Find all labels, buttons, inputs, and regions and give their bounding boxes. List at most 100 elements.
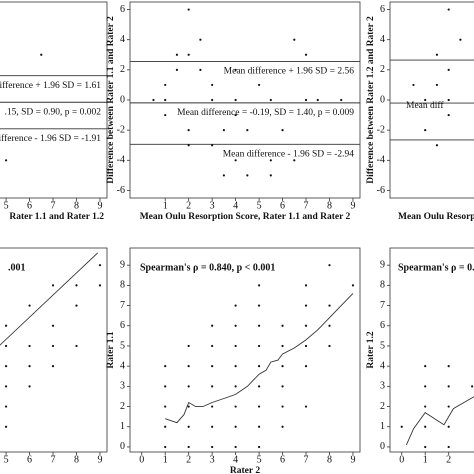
- data-point: [447, 98, 450, 102]
- y-tick-label: 7: [120, 300, 125, 311]
- data-point: [304, 344, 308, 348]
- y-tick-label: 3: [380, 381, 385, 392]
- y-tick-label: -4: [377, 155, 385, 166]
- panel: 1 2 3 4 5 6 7 8 9 -6 -4 -2 0 2 4 6 Mean difference + 1.9…: [106, 1, 361, 222]
- data-point: [40, 53, 43, 56]
- data-point: [187, 144, 190, 147]
- data-point: [447, 113, 450, 117]
- y-tick-label: 4: [380, 360, 385, 371]
- data-point: [4, 344, 8, 348]
- x-axis-label: Mean Oulu Resorption Score, Rater 1.1 an…: [140, 212, 351, 222]
- x-tick-label: 6: [27, 200, 32, 211]
- data-point: [175, 68, 179, 71]
- data-point: [234, 324, 237, 327]
- data-point: [187, 385, 190, 388]
- x-tick-label: 0: [399, 454, 404, 465]
- fit-curve: [0, 252, 98, 346]
- data-point: [340, 98, 343, 102]
- data-point: [304, 98, 308, 102]
- data-point: [447, 8, 450, 11]
- data-point: [246, 174, 249, 177]
- data-point: [400, 425, 403, 428]
- data-point: [281, 365, 284, 368]
- data-point: [211, 344, 214, 348]
- data-point: [211, 385, 214, 388]
- data-point: [447, 405, 450, 408]
- data-point: [459, 38, 462, 41]
- plot-frame: [389, 1, 474, 199]
- data-point: [471, 385, 474, 388]
- data-point: [281, 324, 284, 327]
- data-point: [28, 385, 31, 388]
- y-tick-label: -2: [117, 124, 125, 135]
- x-tick-label: 2: [186, 200, 191, 211]
- data-point: [304, 304, 308, 307]
- y-tick-label: 5: [380, 340, 385, 351]
- reference-label: .15, SD = 0.90, p = 0.002: [5, 107, 102, 117]
- data-point: [234, 425, 237, 428]
- y-axis-label: Rater 1.1: [106, 331, 116, 369]
- data-point: [447, 365, 450, 368]
- data-point: [304, 53, 308, 56]
- data-point: [269, 98, 272, 102]
- fit-curve: [405, 396, 474, 446]
- data-point: [187, 365, 190, 368]
- data-point: [4, 324, 8, 327]
- x-tick-label: 6: [27, 454, 32, 465]
- panel: -6 -4 -2 0 2 4 6 Mean diff Mean Oulu Resorp Diffe…: [366, 1, 474, 222]
- x-tick-label: 7: [51, 454, 56, 465]
- x-tick-label: 1: [163, 454, 168, 465]
- data-point: [281, 129, 284, 132]
- y-tick-label: 1: [380, 421, 385, 432]
- data-point: [447, 425, 450, 428]
- x-tick-label: 9: [350, 454, 355, 465]
- reference-label: ifference + 1.96 SD = 1.61: [0, 80, 101, 91]
- y-axis-label: Difference between Rater 1.2 and Rater 2: [366, 16, 376, 184]
- data-point: [98, 264, 102, 267]
- data-point: [211, 445, 214, 449]
- fit-curve: [165, 293, 354, 424]
- data-point: [164, 113, 167, 117]
- data-point: [304, 365, 308, 368]
- data-point: [234, 445, 237, 449]
- panel: 5 6 7 8 9 .001: [0, 247, 108, 465]
- data-point: [424, 445, 427, 449]
- data-point: [164, 385, 167, 388]
- y-tick-label: 2: [380, 64, 385, 75]
- y-tick-label: -2: [377, 124, 385, 135]
- data-point: [447, 445, 450, 449]
- data-point: [257, 324, 261, 327]
- data-point: [234, 344, 237, 348]
- data-point: [211, 98, 214, 102]
- x-tick-label: 8: [327, 454, 332, 465]
- data-point: [257, 405, 261, 408]
- data-point: [199, 38, 202, 41]
- x-tick-label: 2: [186, 454, 191, 465]
- data-point: [246, 129, 249, 132]
- data-point: [447, 385, 450, 388]
- x-tick-label: 5: [4, 200, 9, 211]
- reference-label: Mean difference = -0.19, SD = 1.40, p = …: [177, 107, 354, 118]
- data-point: [234, 98, 237, 102]
- data-point: [281, 344, 284, 348]
- data-point: [199, 68, 202, 71]
- y-tick-label: 8: [120, 280, 125, 291]
- plot-frame: [0, 1, 108, 199]
- data-point: [304, 284, 308, 287]
- data-point: [257, 344, 261, 348]
- x-tick-label: 4: [233, 454, 238, 465]
- x-tick-label: 7: [304, 454, 309, 465]
- data-point: [51, 324, 55, 327]
- data-point: [211, 144, 214, 147]
- data-point: [435, 144, 439, 147]
- y-tick-label: 6: [120, 4, 125, 15]
- data-point: [28, 344, 31, 348]
- reference-label: Mean difference + 1.96 SD = 2.56: [224, 66, 355, 77]
- y-tick-label: 9: [120, 259, 125, 270]
- data-point: [234, 365, 237, 368]
- y-tick-label: 2: [120, 64, 125, 75]
- data-point: [164, 83, 167, 87]
- y-tick-label: 8: [380, 280, 385, 291]
- x-tick-label: 9: [350, 200, 355, 211]
